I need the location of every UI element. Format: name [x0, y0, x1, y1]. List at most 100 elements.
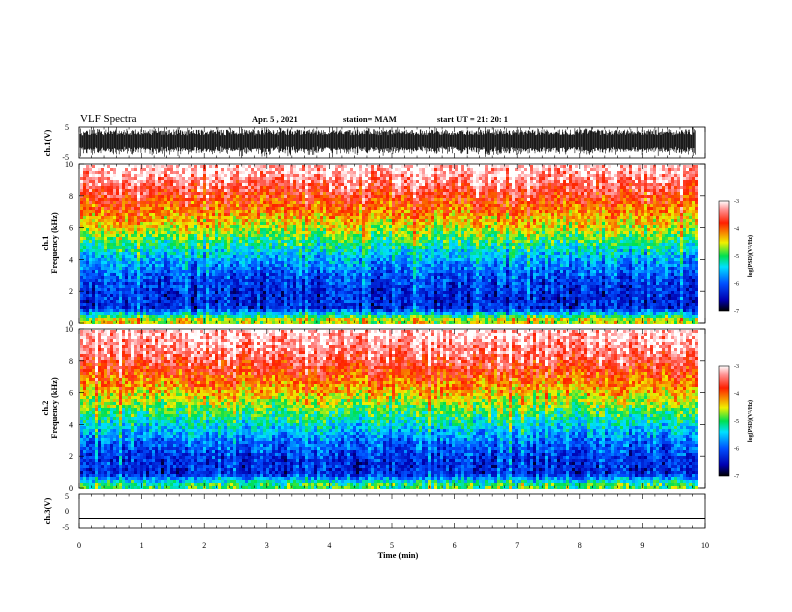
spectrogram-cell	[353, 186, 356, 189]
spectrogram-cell	[233, 264, 236, 267]
spectrogram-cell	[98, 249, 101, 252]
spectrogram-cell	[239, 246, 242, 249]
spectrogram-cell	[107, 285, 110, 288]
spectrogram-cell	[92, 237, 95, 240]
spectrogram-cell	[305, 192, 308, 195]
spectrogram-cell	[260, 216, 263, 219]
spectrogram-cell	[236, 195, 239, 198]
spectrogram-cell	[248, 231, 251, 234]
spectrogram-cell	[329, 321, 332, 324]
spectrogram-cell	[116, 207, 119, 210]
spectrogram-cell	[263, 174, 266, 177]
spectrogram-cell	[125, 279, 128, 282]
spectrogram-cell	[170, 189, 173, 192]
spectrogram-cell	[278, 216, 281, 219]
spectrogram-cell	[140, 252, 143, 255]
spectrogram-cell	[263, 267, 266, 270]
spectrogram-cell	[350, 171, 353, 174]
spectrogram-cell	[341, 294, 344, 297]
spectrogram-cell	[329, 231, 332, 234]
spectrogram-cell	[284, 237, 287, 240]
spectrogram-cell	[107, 192, 110, 195]
spectrogram-cell	[224, 294, 227, 297]
spectrogram-cell	[125, 294, 128, 297]
spectrogram-cell	[311, 321, 314, 324]
spectrogram-cell	[269, 177, 272, 180]
spectrogram-cell	[209, 294, 212, 297]
spectrogram-cell	[311, 168, 314, 171]
spectrogram-cell	[263, 282, 266, 285]
spectrogram-cell	[83, 225, 86, 228]
spectrogram-cell	[185, 285, 188, 288]
spectrogram-cell	[305, 174, 308, 177]
spectrogram-cell	[284, 204, 287, 207]
spectrogram-cell	[188, 177, 191, 180]
spectrogram-cell	[266, 228, 269, 231]
spectrogram-cell	[140, 204, 143, 207]
spectrogram-cell	[317, 273, 320, 276]
spectrogram-cell	[299, 279, 302, 282]
spectrogram-cell	[194, 189, 197, 192]
spectrogram-cell	[146, 216, 149, 219]
spectrogram-cell	[164, 186, 167, 189]
spectrogram-cell	[176, 228, 179, 231]
spectrogram-cell	[167, 309, 170, 312]
spectrogram-cell	[341, 243, 344, 246]
spectrogram-cell	[269, 249, 272, 252]
spectrogram-cell	[227, 276, 230, 279]
spectrogram-cell	[101, 237, 104, 240]
spectrogram-cell	[353, 273, 356, 276]
spectrogram-cell	[176, 267, 179, 270]
spectrogram-cell	[101, 171, 104, 174]
spectrogram-cell	[269, 237, 272, 240]
spectrogram-cell	[185, 213, 188, 216]
spectrogram-cell	[329, 306, 332, 309]
spectrogram-cell	[146, 183, 149, 186]
spectrogram-cell	[227, 225, 230, 228]
spectrogram-cell	[119, 213, 122, 216]
spectrogram-cell	[182, 312, 185, 315]
spectrogram-cell	[188, 213, 191, 216]
spectrogram-cell	[353, 255, 356, 258]
spectrogram-cell	[344, 180, 347, 183]
spectrogram-cell	[95, 258, 98, 261]
spectrogram-cell	[254, 219, 257, 222]
spectrogram-cell	[329, 258, 332, 261]
spectrogram-cell	[254, 270, 257, 273]
spectrogram-cell	[317, 315, 320, 318]
spectrogram-cell	[95, 255, 98, 258]
spectrogram-cell	[140, 279, 143, 282]
spectrogram-cell	[224, 210, 227, 213]
spectrogram-cell	[89, 195, 92, 198]
spectrogram-cell	[158, 306, 161, 309]
spectrogram-cell	[269, 321, 272, 324]
spectrogram-cell	[110, 171, 113, 174]
spectrogram-cell	[323, 264, 326, 267]
spectrogram-cell	[290, 294, 293, 297]
spectrogram-cell	[146, 270, 149, 273]
spectrogram-cell	[188, 201, 191, 204]
spectrogram-cell	[86, 231, 89, 234]
spectrogram-cell	[305, 315, 308, 318]
spectrogram-cell	[89, 180, 92, 183]
spectrogram-cell	[221, 267, 224, 270]
spectrogram-cell	[272, 186, 275, 189]
spectrogram-cell	[185, 201, 188, 204]
spectrogram-cell	[251, 189, 254, 192]
spectrogram-cell	[260, 237, 263, 240]
spectrogram-cell	[197, 174, 200, 177]
spectrogram-cell	[350, 306, 353, 309]
spectrogram-cell	[326, 168, 329, 171]
spectrogram-cell	[254, 234, 257, 237]
spectrogram-cell	[344, 249, 347, 252]
spectrogram-cell	[332, 285, 335, 288]
spectrogram-cell	[305, 306, 308, 309]
spectrogram-cell	[335, 207, 338, 210]
spectrogram-cell	[128, 291, 131, 294]
spectrogram-cell	[317, 192, 320, 195]
spectrogram-cell	[188, 300, 191, 303]
spectrogram-cell	[83, 213, 86, 216]
spectrogram-cell	[320, 303, 323, 306]
spectrogram-cell	[263, 171, 266, 174]
spectrogram-cell	[167, 174, 170, 177]
